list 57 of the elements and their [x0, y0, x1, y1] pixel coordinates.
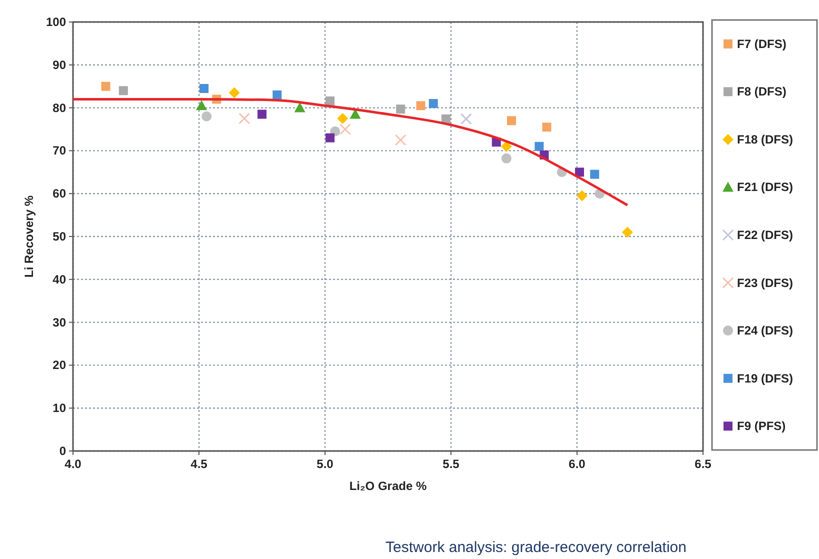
y-tick-label: 70	[52, 144, 66, 158]
point	[294, 102, 306, 112]
x-tick-label: 6.0	[568, 457, 586, 471]
y-tick-label: 20	[52, 358, 66, 372]
point	[337, 113, 348, 124]
point	[272, 90, 282, 100]
point	[416, 101, 426, 110]
legend-label: F24 (DFS)	[737, 324, 794, 338]
point	[622, 226, 633, 238]
point	[501, 153, 512, 164]
y-tick-label: 60	[52, 186, 66, 201]
point	[339, 124, 351, 135]
x-tick-label: 6.5	[694, 457, 712, 471]
point	[396, 104, 406, 114]
point	[228, 87, 240, 98]
legend-label: F8 (DFS)	[737, 84, 786, 99]
legend-label: F23 (DFS)	[737, 276, 794, 290]
point	[238, 112, 250, 124]
y-tick-label: 80	[52, 100, 66, 115]
point	[200, 84, 209, 93]
point	[575, 168, 584, 177]
point	[258, 110, 266, 119]
y-tick-label: 50	[52, 230, 66, 244]
x-tick-label: 5.5	[442, 457, 460, 471]
x-tick-label: 4.5	[190, 457, 208, 471]
point	[196, 100, 208, 110]
x-tick-label: 4.0	[64, 457, 82, 471]
legend-label: F19 (DFS)	[737, 371, 794, 386]
point	[118, 86, 128, 96]
point	[326, 133, 335, 142]
point	[394, 134, 406, 146]
point	[542, 122, 552, 132]
point	[428, 99, 438, 108]
x-axis-title: Li₂O Grade %	[349, 479, 427, 493]
x-tick-label: 5.0	[316, 457, 334, 471]
legend-label: F22 (DFS)	[737, 228, 794, 242]
point	[326, 96, 335, 106]
point	[500, 140, 512, 152]
legend-label: F21 (DFS)	[737, 180, 794, 194]
y-tick-label: 0	[59, 444, 66, 458]
y-tick-label: 90	[52, 58, 66, 72]
text: Testwork analysis: grade-recovery correlation	[386, 539, 686, 556]
point	[506, 116, 516, 126]
point	[576, 190, 588, 202]
y-axis-title: Li Recovery %	[22, 195, 36, 278]
point	[101, 82, 110, 91]
y-tick-label: 10	[52, 401, 66, 416]
point	[202, 111, 212, 122]
legend-label: F7 (DFS)	[737, 36, 786, 51]
point	[460, 113, 472, 125]
y-tick-label: 30	[52, 315, 66, 330]
legend-label: F18 (DFS)	[737, 132, 794, 146]
point	[590, 170, 600, 179]
legend-label: F9 (PFS)	[737, 419, 786, 434]
y-tick-label: 100	[46, 15, 66, 29]
point	[534, 142, 544, 151]
y-tick-label: 40	[52, 272, 66, 286]
